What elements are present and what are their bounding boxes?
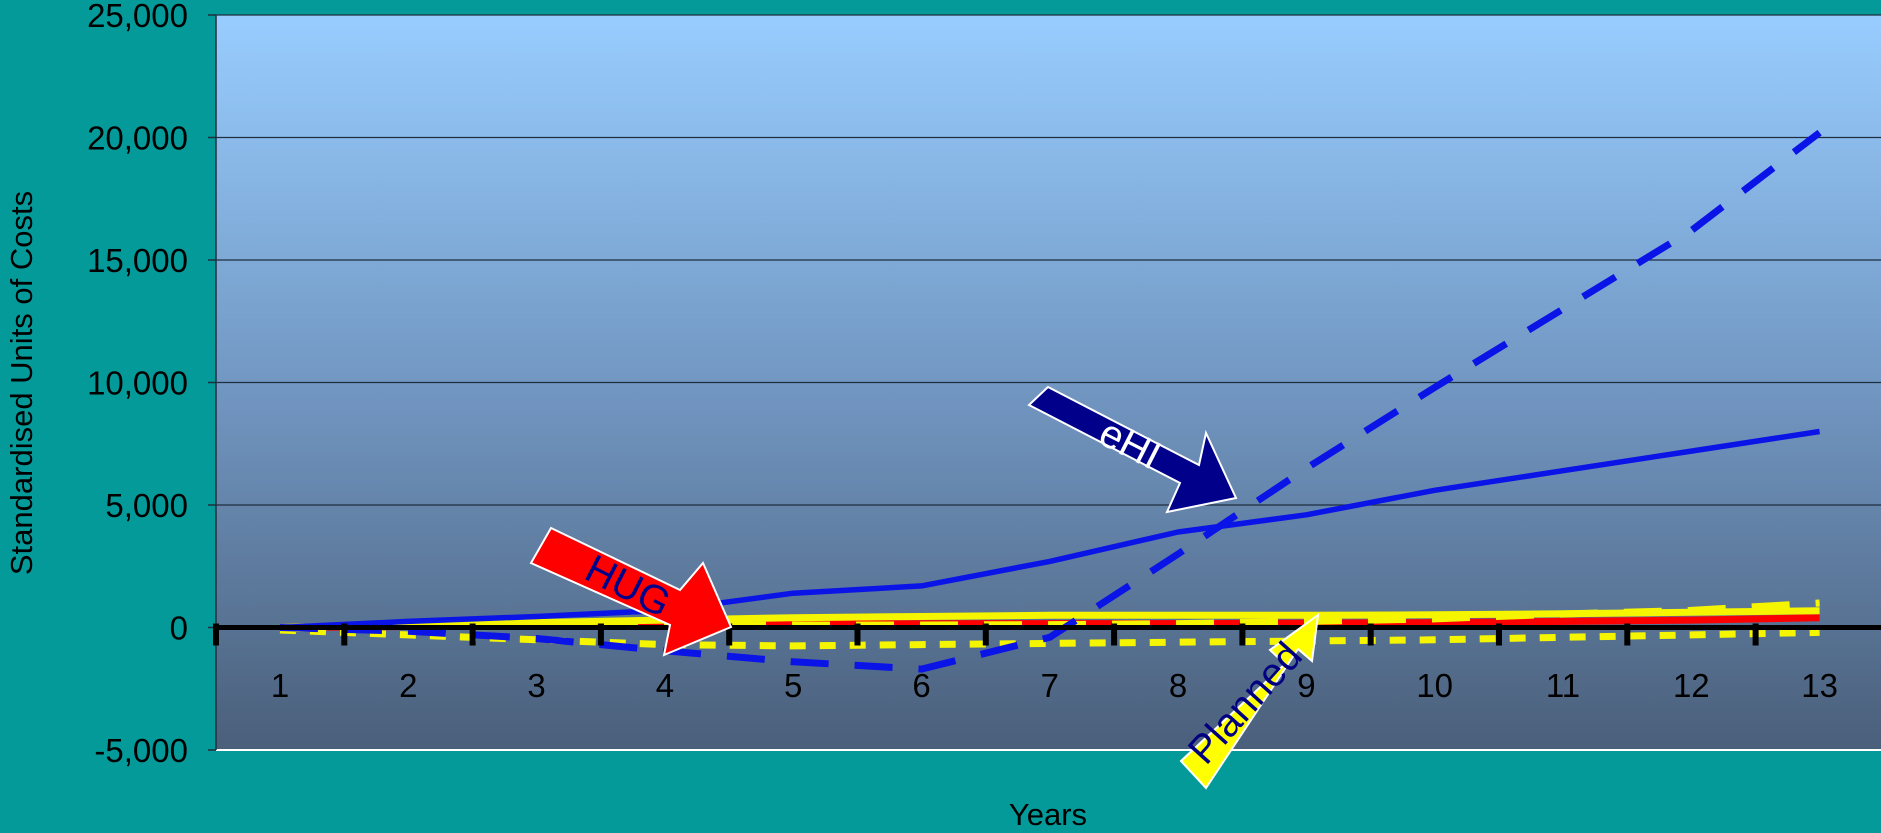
y-axis-title: Standardised Units of Costs xyxy=(4,191,39,575)
x-tick-label: 8 xyxy=(1169,667,1187,704)
y-axis: -5,000 0 5,000 10,000 15,000 20,000 25,000 xyxy=(87,0,217,769)
x-tick-label: 2 xyxy=(399,667,417,704)
y-tick-label: 0 xyxy=(170,610,188,647)
x-tick-label: 12 xyxy=(1673,667,1710,704)
x-axis: 1 2 3 4 5 6 7 8 9 10 11 12 13 xyxy=(213,623,1881,704)
x-tick-label: 4 xyxy=(656,667,674,704)
planned-yellow-solid-line xyxy=(279,607,1820,631)
gridlines xyxy=(216,14,1881,751)
y-tick-label: 15,000 xyxy=(87,242,188,279)
x-tick-label: 9 xyxy=(1297,667,1315,704)
x-tick-label: 3 xyxy=(527,667,545,704)
x-tick-label: 5 xyxy=(784,667,802,704)
x-tick-label: 1 xyxy=(271,667,289,704)
x-axis-title: Years xyxy=(1009,797,1087,832)
y-tick-label: 25,000 xyxy=(87,0,188,34)
x-tick-label: 10 xyxy=(1416,667,1453,704)
x-tick-label: 11 xyxy=(1546,667,1580,704)
x-tick-label: 6 xyxy=(912,667,930,704)
x-tick-label: 7 xyxy=(1041,667,1059,704)
x-tick-label: 13 xyxy=(1801,667,1838,704)
ehi-solid-line xyxy=(279,428,1821,631)
y-tick-label: 5,000 xyxy=(105,487,188,524)
y-tick-label: 10,000 xyxy=(87,365,188,402)
y-tick-label: 20,000 xyxy=(87,120,188,157)
hug-dashed-line xyxy=(279,129,1822,673)
y-tick-label: -5,000 xyxy=(94,732,188,769)
